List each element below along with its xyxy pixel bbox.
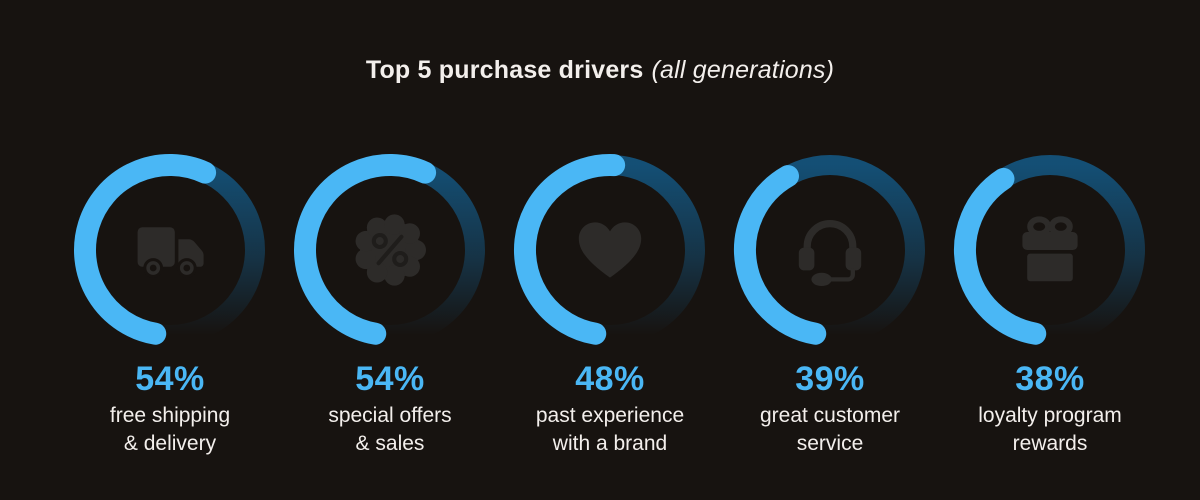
gift-icon [1022, 216, 1078, 282]
headset-icon [798, 220, 862, 286]
driver-column: 39% great customer service [720, 150, 940, 458]
heart-icon [578, 222, 642, 278]
percent-value: 38% [1015, 360, 1085, 398]
driver-label: great customer service [760, 402, 900, 458]
driver-label-line: service [796, 432, 864, 455]
percent-value: 54% [135, 360, 205, 398]
percent-value: 39% [795, 360, 865, 398]
percent-badge-icon [355, 214, 426, 286]
rings-row: 54% free shipping & delivery 54% special off… [60, 150, 1160, 458]
progress-ring-svg [294, 154, 485, 345]
driver-column: 48% past experience with a brand [500, 150, 720, 458]
driver-label-line: special offers [328, 404, 452, 427]
ring-progress-arc [954, 167, 1047, 345]
driver-label-line: free shipping [109, 404, 231, 427]
driver-label-line: past experience [535, 404, 685, 427]
progress-ring-svg [514, 154, 705, 345]
progress-ring-svg [74, 154, 265, 345]
progress-ring-svg [733, 155, 925, 345]
chart-title: Top 5 purchase drivers (all generations) [0, 56, 1200, 85]
driver-label: loyalty program rewards [978, 402, 1122, 458]
driver-column: 54% free shipping & delivery [60, 150, 280, 458]
driver-label-line: rewards [1012, 432, 1088, 455]
driver-label-line: loyalty program [978, 404, 1122, 427]
driver-label-line: & sales [355, 432, 425, 455]
driver-label: free shipping & delivery [110, 402, 230, 458]
driver-column: 54% special offers & sales [280, 150, 500, 458]
chart-title-main: Top 5 purchase drivers [365, 56, 644, 84]
ring-progress-arc [74, 154, 217, 345]
driver-label: past experience with a brand [536, 402, 684, 458]
progress-ring [290, 150, 490, 350]
truck-icon [137, 227, 204, 278]
progress-ring [510, 150, 710, 350]
percent-value: 48% [575, 360, 645, 398]
driver-label-line: great customer [759, 404, 901, 427]
chart-title-suffix: (all generations) [651, 56, 835, 84]
ring-progress-arc [733, 165, 827, 345]
progress-ring [70, 150, 270, 350]
percent-value: 54% [355, 360, 425, 398]
progress-ring-svg [954, 155, 1145, 345]
progress-ring [730, 150, 930, 350]
progress-ring [950, 150, 1150, 350]
ring-progress-arc [294, 154, 437, 345]
ring-progress-arc [514, 154, 626, 345]
driver-label-line: with a brand [552, 432, 668, 455]
driver-label: special offers & sales [328, 402, 451, 458]
driver-label-line: & delivery [123, 432, 217, 455]
driver-column: 38% loyalty program rewards [940, 150, 1160, 458]
